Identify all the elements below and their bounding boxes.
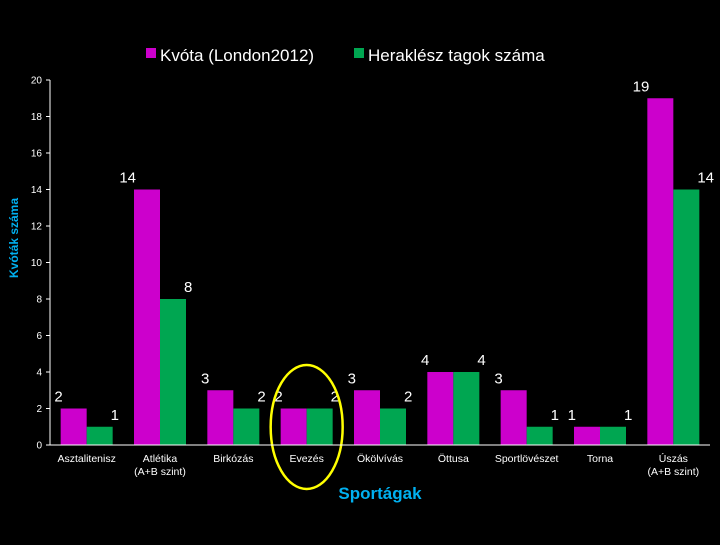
bar bbox=[574, 426, 600, 445]
data-label: 2 bbox=[274, 389, 282, 406]
x-tick-label: Öttusa bbox=[438, 453, 469, 465]
y-tick-label: 8 bbox=[36, 295, 42, 306]
y-tick-label: 14 bbox=[31, 185, 43, 196]
data-label: 2 bbox=[54, 389, 62, 406]
bar bbox=[60, 408, 87, 445]
data-label: 14 bbox=[119, 170, 136, 187]
x-tick-label: Ökölvívás bbox=[357, 453, 403, 465]
bar bbox=[207, 390, 234, 445]
y-tick-label: 20 bbox=[31, 76, 43, 87]
x-tick-label: Birkózás bbox=[213, 453, 253, 465]
data-label: 4 bbox=[477, 352, 485, 369]
bar bbox=[673, 189, 700, 445]
bar bbox=[600, 426, 626, 445]
data-label: 3 bbox=[348, 370, 356, 387]
bar bbox=[427, 372, 454, 445]
bar bbox=[86, 426, 113, 445]
y-axis-label: Kvóták száma bbox=[7, 198, 21, 278]
x-tick-label: Asztalitenisz bbox=[57, 453, 115, 465]
data-label: 1 bbox=[551, 407, 559, 424]
bar bbox=[500, 390, 527, 445]
data-label: 1 bbox=[111, 407, 119, 424]
bar bbox=[526, 426, 553, 445]
bar bbox=[160, 299, 186, 445]
y-tick-label: 18 bbox=[31, 112, 43, 123]
x-tick-label: (A+B szint) bbox=[134, 466, 186, 478]
x-tick-label: Atlétika bbox=[143, 453, 178, 465]
data-label: 2 bbox=[257, 389, 265, 406]
y-tick-label: 16 bbox=[31, 149, 43, 160]
legend-label: Kvóta (London2012) bbox=[160, 46, 314, 65]
data-label: 2 bbox=[331, 389, 339, 406]
bar bbox=[306, 408, 333, 445]
bar bbox=[453, 372, 480, 445]
x-tick-label: Evezés bbox=[289, 453, 323, 465]
legend-swatch bbox=[146, 48, 156, 58]
y-tick-label: 4 bbox=[36, 368, 42, 379]
data-label: 1 bbox=[624, 407, 632, 424]
x-tick-label: (A+B szint) bbox=[648, 466, 700, 478]
legend-label: Heraklész tagok száma bbox=[368, 46, 545, 65]
bar bbox=[380, 408, 406, 445]
x-tick-label: Sportlövészet bbox=[495, 453, 559, 465]
y-tick-label: 10 bbox=[31, 258, 43, 269]
data-label: 3 bbox=[494, 370, 502, 387]
data-label: 2 bbox=[404, 389, 412, 406]
data-label: 4 bbox=[421, 352, 429, 369]
data-label: 19 bbox=[633, 78, 650, 95]
data-label: 8 bbox=[184, 279, 192, 296]
x-axis: Asztalitenisz Atlétika(A+B szint)Birkózás… bbox=[50, 444, 710, 478]
x-tick-label: Torna bbox=[587, 453, 613, 465]
y-tick-label: 12 bbox=[31, 222, 43, 233]
bar bbox=[233, 408, 260, 445]
legend-swatch bbox=[354, 48, 364, 58]
bar bbox=[647, 98, 674, 445]
y-tick-label: 0 bbox=[36, 441, 42, 452]
data-label: 1 bbox=[568, 407, 576, 424]
data-label: 14 bbox=[697, 170, 714, 187]
legend: Kvóta (London2012) Heraklész tagok száma bbox=[146, 46, 545, 65]
y-tick-label: 6 bbox=[36, 331, 42, 342]
bar bbox=[134, 189, 160, 445]
x-tick-label: Úszás bbox=[659, 452, 688, 465]
bar bbox=[280, 408, 307, 445]
x-axis-label: Sportágak bbox=[338, 484, 422, 503]
bar bbox=[354, 390, 380, 445]
highlight-ellipse bbox=[269, 363, 344, 491]
y-axis: 0 2 4 6 8 10 12 14 16 18 20 bbox=[31, 76, 51, 452]
data-label: 3 bbox=[201, 370, 209, 387]
y-tick-label: 2 bbox=[36, 404, 42, 415]
